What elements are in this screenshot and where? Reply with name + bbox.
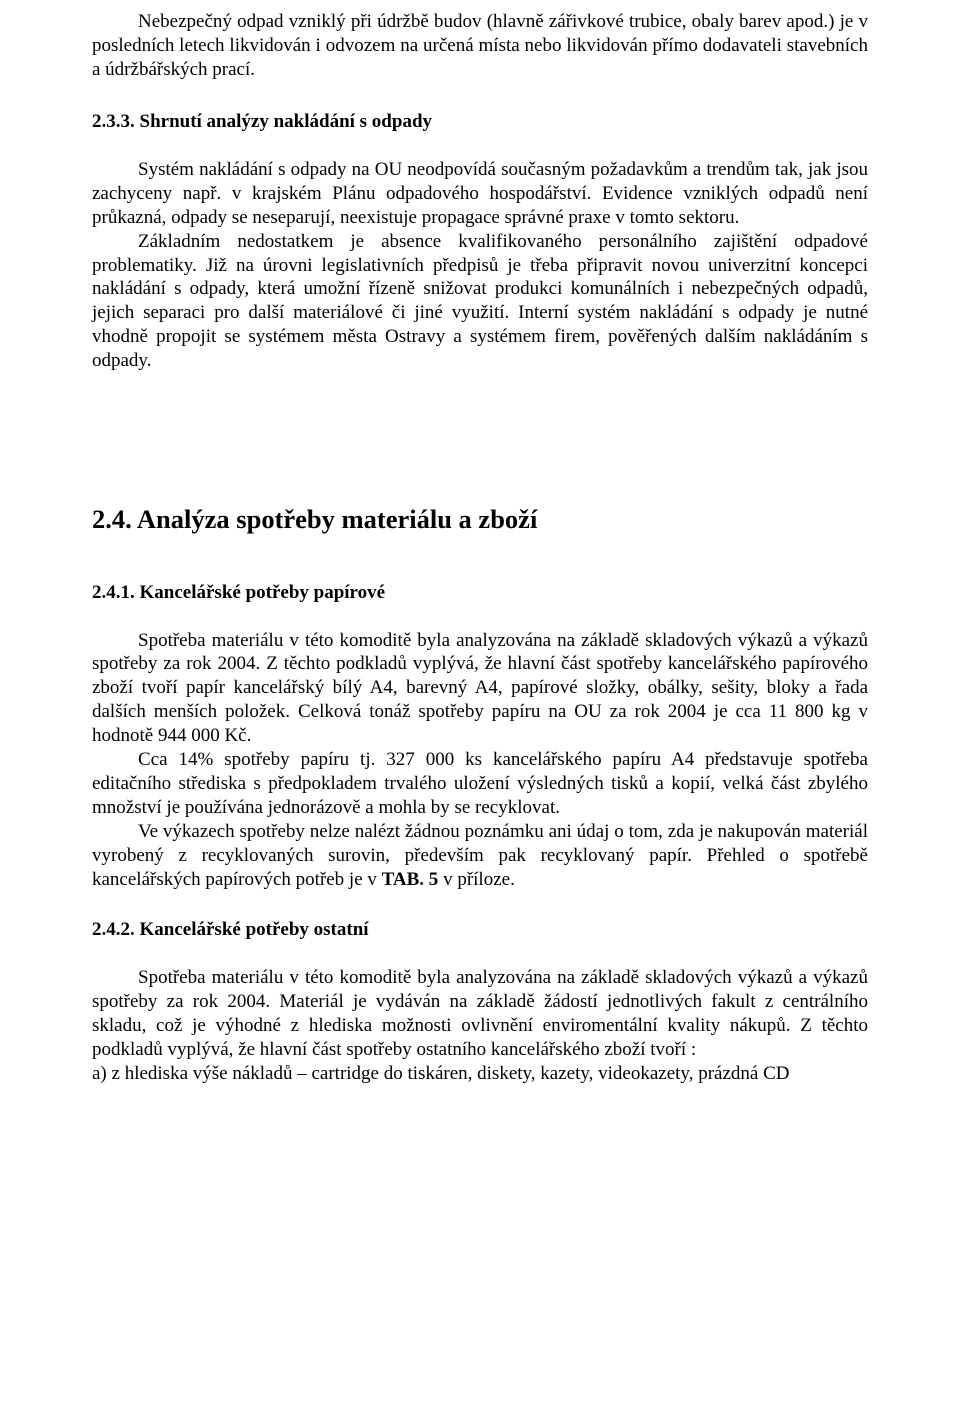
heading-2-3-3: 2.3.3. Shrnutí analýzy nakládání s odpad… [92, 110, 868, 134]
paragraph-241-a: Spotřeba materiálu v této komoditě byla … [92, 629, 868, 749]
paragraph-233-b: Základním nedostatkem je absence kvalifi… [92, 230, 868, 374]
heading-2-4-1: 2.4.1. Kancelářské potřeby papírové [92, 581, 868, 605]
heading-2-4-2: 2.4.2. Kancelářské potřeby ostatní [92, 918, 868, 942]
heading-2-4: 2.4. Analýza spotřeby materiálu a zboží [92, 503, 868, 536]
paragraph-241-c: Ve výkazech spotřeby nelze nalézt žádnou… [92, 820, 868, 892]
paragraph-242-b: a) z hlediska výše nákladů – cartridge d… [92, 1062, 868, 1086]
paragraph-242-a: Spotřeba materiálu v této komoditě byla … [92, 966, 868, 1062]
text-run: v příloze. [438, 869, 515, 890]
document-page: Nebezpečný odpad vzniklý při údržbě budo… [0, 0, 960, 1416]
paragraph-233-a: Systém nakládání s odpady na OU neodpoví… [92, 158, 868, 230]
bold-ref-tab5: TAB. 5 [382, 869, 439, 890]
paragraph-intro: Nebezpečný odpad vzniklý při údržbě budo… [92, 10, 868, 82]
paragraph-241-b: Cca 14% spotřeby papíru tj. 327 000 ks k… [92, 748, 868, 820]
